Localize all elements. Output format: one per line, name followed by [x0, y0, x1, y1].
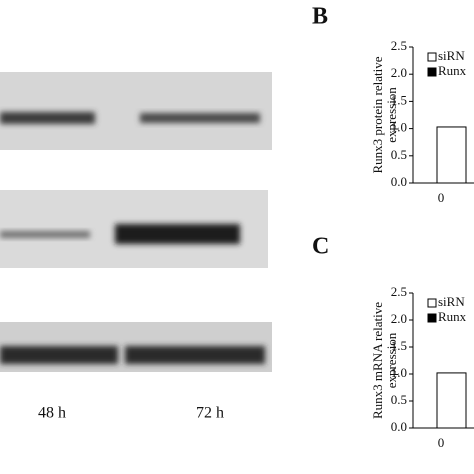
blot-band — [0, 231, 90, 238]
legend-swatch — [427, 67, 437, 77]
blot-band — [125, 346, 265, 364]
blot-band — [115, 224, 240, 244]
bar — [436, 126, 467, 184]
y-tick-label: 1.5 — [391, 338, 407, 353]
y-tick-label: 2.0 — [391, 311, 407, 326]
blot-band — [140, 113, 260, 123]
legend-swatch — [427, 298, 437, 308]
legend-label: siRN — [438, 48, 465, 63]
legend-swatch — [427, 313, 437, 323]
legend-label: Runx — [438, 63, 467, 78]
legend-label: Runx — [438, 309, 467, 324]
y-tick-label: 0.5 — [391, 392, 407, 407]
y-tick-label: 1.5 — [391, 92, 407, 107]
lane-label: 72 h — [196, 405, 224, 422]
y-axis-label: expression — [384, 87, 399, 143]
blot-strip — [0, 72, 272, 150]
legend-label: siRN — [438, 294, 465, 309]
lane-label: 48 h — [38, 405, 66, 422]
blot-band — [0, 346, 118, 364]
y-tick-label: 2.5 — [391, 38, 407, 53]
x-tick-label: 0 — [438, 190, 445, 205]
y-tick-label: 0.0 — [391, 174, 407, 189]
y-axis-label: Runx3 mRNA relative — [370, 302, 385, 419]
y-tick-label: 0.0 — [391, 419, 407, 434]
bar — [436, 372, 467, 429]
y-axis-label: expression — [384, 332, 399, 388]
legend-swatch — [427, 52, 437, 62]
y-tick-label: 2.5 — [391, 284, 407, 299]
x-tick-label: 0 — [438, 435, 445, 450]
y-tick-label: 1.0 — [391, 365, 407, 380]
panel-label: C — [312, 234, 329, 260]
panel-label: B — [312, 4, 328, 30]
y-tick-label: 0.5 — [391, 147, 407, 162]
blot-band — [0, 112, 95, 124]
y-tick-label: 2.0 — [391, 65, 407, 80]
y-tick-label: 1.0 — [391, 120, 407, 135]
blot: 48 h 72 h — [0, 72, 272, 422]
y-axis-label: Runx3 protein relative — [370, 56, 385, 173]
